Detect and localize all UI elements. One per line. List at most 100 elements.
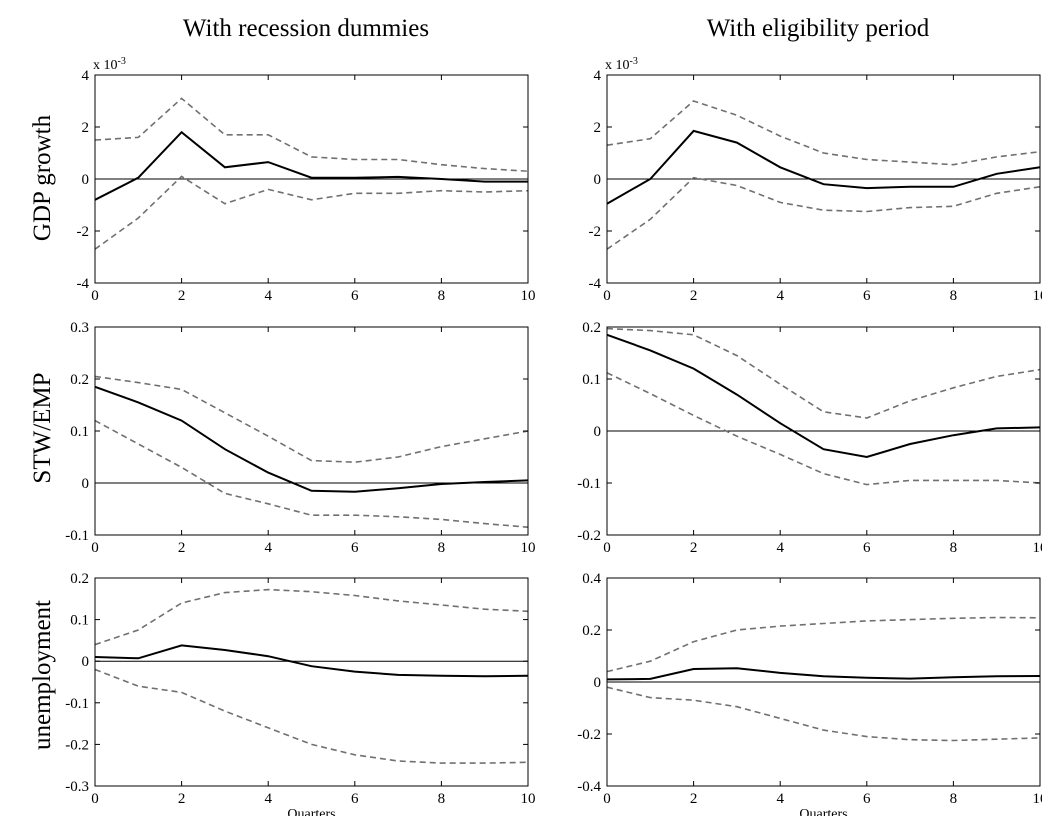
y-tick-label: -0.2 xyxy=(577,528,601,544)
estimate-line xyxy=(94,644,529,678)
panel-3-2: 0 2 4 6 8 10 -0.4 -0.2 0 0.2 0.4 Quarters xyxy=(577,571,1042,816)
y-tick-label: 0.1 xyxy=(70,613,89,629)
y-scale-note: x 10-3 xyxy=(93,56,126,73)
x-tick-label: 4 xyxy=(264,540,272,556)
x-tick-label: 10 xyxy=(1033,540,1042,556)
estimate-line xyxy=(606,333,1041,459)
upper-band-line xyxy=(94,375,529,464)
upper-band-line xyxy=(606,100,1041,166)
x-tick-label: 2 xyxy=(178,288,186,304)
x-tick-label: 2 xyxy=(690,288,698,304)
lower-band-line xyxy=(94,175,529,250)
y-tick-label: 0.4 xyxy=(582,571,601,587)
y-tick-label: 0.2 xyxy=(70,571,89,587)
x-tick-label: 0 xyxy=(603,791,611,807)
y-tick-label: -0.1 xyxy=(577,476,601,492)
y-tick-label: 2 xyxy=(594,120,602,136)
x-tick-label: 0 xyxy=(91,288,99,304)
x-tick-label: 6 xyxy=(351,791,359,807)
upper-band-line xyxy=(94,97,529,172)
y-tick-label: 0.1 xyxy=(582,372,601,388)
x-tick-label: 8 xyxy=(950,288,958,304)
estimate-line xyxy=(606,129,1041,205)
x-axis-label: Quarters xyxy=(287,807,335,816)
estimate-line xyxy=(94,385,529,493)
x-tick-label: 0 xyxy=(603,540,611,556)
x-tick-label: 4 xyxy=(264,791,272,807)
x-tick-label: 6 xyxy=(863,791,871,807)
x-tick-label: 8 xyxy=(950,540,958,556)
y-tick-label: 0 xyxy=(82,476,90,492)
y-scale-note: x 10-3 xyxy=(605,56,638,73)
y-tick-label: 2 xyxy=(82,120,90,136)
y-tick-label: 0 xyxy=(594,424,602,440)
x-tick-label: 10 xyxy=(521,288,536,304)
x-tick-label: 6 xyxy=(351,288,359,304)
column-title-left: With recession dummies xyxy=(183,15,429,42)
y-tick-label: -2 xyxy=(77,224,90,240)
x-tick-label: 4 xyxy=(264,288,272,304)
lower-band-line xyxy=(606,686,1041,742)
panel-3-1: 0 2 4 6 8 10 -0.3 -0.2 -0.1 0 0.1 0.2 Quarters xyxy=(65,571,535,816)
x-tick-label: 4 xyxy=(776,288,784,304)
row-label-unemployment: unemployment xyxy=(29,600,56,750)
x-tick-label: 6 xyxy=(863,540,871,556)
x-tick-label: 6 xyxy=(863,288,871,304)
lower-band-line xyxy=(94,419,529,528)
x-tick-label: 10 xyxy=(521,791,536,807)
y-tick-label: -4 xyxy=(589,276,602,292)
axes-frame xyxy=(94,326,529,536)
panel-2-1: 0 2 4 6 8 10-0.100.10.20.3 xyxy=(65,320,535,556)
y-tick-label: 4 xyxy=(82,68,90,84)
x-tick-label: 0 xyxy=(603,288,611,304)
x-tick-label: 8 xyxy=(950,791,958,807)
y-tick-label: 0 xyxy=(82,654,90,670)
y-tick-label: 0 xyxy=(82,172,90,188)
lower-band-line xyxy=(94,668,529,764)
x-tick-label: 0 xyxy=(91,540,99,556)
y-tick-label: -0.2 xyxy=(577,727,601,743)
upper-band-line xyxy=(94,588,529,646)
x-tick-label: 8 xyxy=(438,791,446,807)
y-tick-label: 0.2 xyxy=(582,623,601,639)
x-tick-label: 2 xyxy=(178,540,186,556)
y-tick-label: 0.2 xyxy=(70,372,89,388)
upper-band-line xyxy=(606,327,1041,419)
panel-2-2: 0 2 4 6 8 10 -0.2 -0.1 0 0.1 0.2 xyxy=(577,320,1042,556)
x-tick-label: 4 xyxy=(776,540,784,556)
estimate-line xyxy=(606,667,1041,681)
y-tick-label: 0 xyxy=(594,675,602,691)
x-tick-label: 8 xyxy=(438,540,446,556)
x-tick-label: 10 xyxy=(1033,791,1042,807)
y-tick-label: -0.1 xyxy=(65,528,89,544)
x-tick-label: 2 xyxy=(178,791,186,807)
x-tick-label: 8 xyxy=(438,288,446,304)
column-title-right: With eligibility period xyxy=(707,15,930,42)
y-tick-label: 0 xyxy=(594,172,602,188)
y-tick-label: 0.2 xyxy=(582,320,601,336)
y-tick-label: 0.3 xyxy=(70,320,89,336)
x-tick-label: 10 xyxy=(1033,288,1042,304)
upper-band-line xyxy=(606,616,1041,673)
x-tick-label: 4 xyxy=(776,791,784,807)
row-label-gdp-growth: GDP growth xyxy=(29,114,56,241)
x-tick-label: 10 xyxy=(521,540,536,556)
y-tick-label: -0.3 xyxy=(65,779,89,795)
y-tick-label: 0.1 xyxy=(70,424,89,440)
x-tick-label: 0 xyxy=(91,791,99,807)
x-tick-label: 2 xyxy=(690,540,698,556)
x-axis-label: Quarters xyxy=(799,807,847,816)
y-tick-label: -4 xyxy=(77,276,90,292)
estimate-line xyxy=(94,130,528,201)
x-tick-label: 2 xyxy=(690,791,698,807)
y-tick-label: -0.4 xyxy=(577,779,601,795)
y-tick-label: 4 xyxy=(594,68,602,84)
axes-frame xyxy=(94,577,529,787)
y-tick-label: -0.1 xyxy=(65,696,89,712)
x-tick-label: 6 xyxy=(351,540,359,556)
y-tick-label: -2 xyxy=(589,224,602,240)
row-label-stw-emp: STW/EMP xyxy=(29,372,56,483)
